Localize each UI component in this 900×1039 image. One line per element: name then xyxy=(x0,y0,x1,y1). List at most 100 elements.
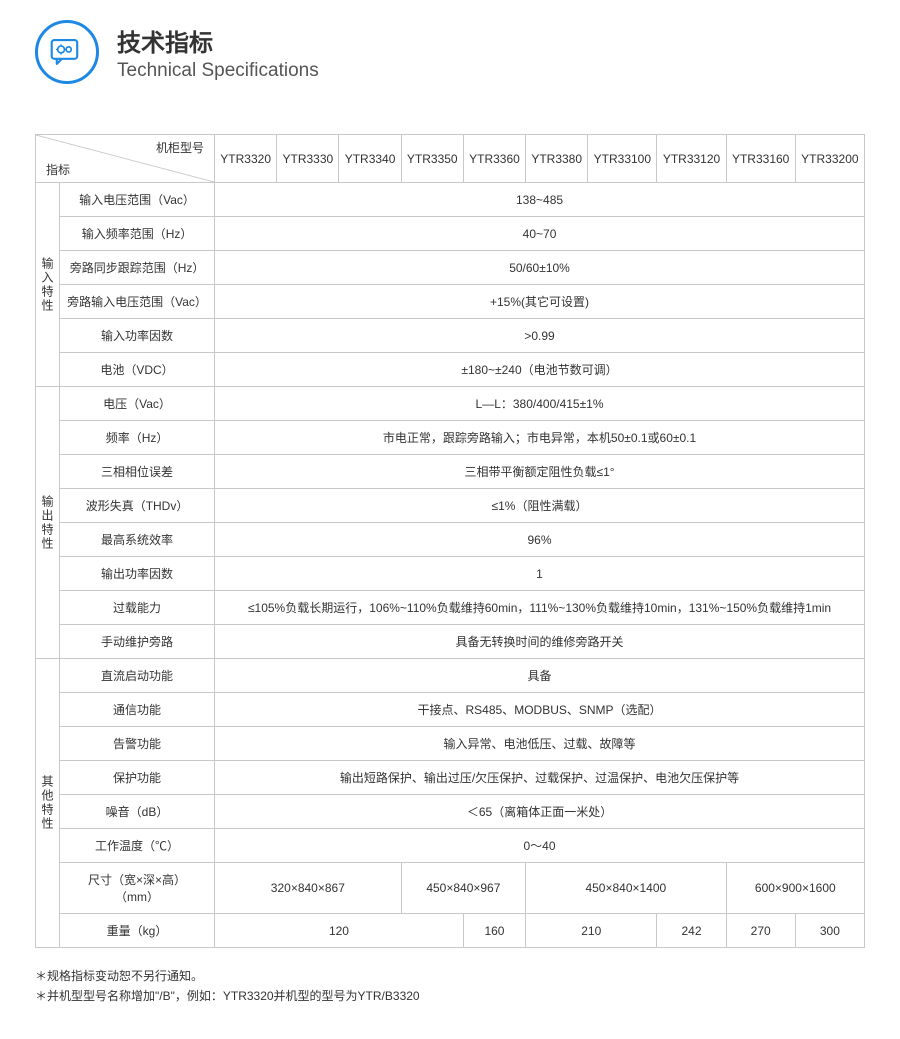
row-label: 告警功能 xyxy=(60,727,215,761)
table-row: 保护功能输出短路保护、输出过压/欠压保护、过载保护、过温保护、电池欠压保护等 xyxy=(36,761,865,795)
footnotes: ＊规格指标变动恕不另行通知。 ＊并机型型号名称增加"/B"，例如：YTR3320… xyxy=(35,966,865,1007)
spec-table: 机柜型号 指标 YTR3320 YTR3330 YTR3340 YTR3350 … xyxy=(35,134,865,948)
model-header: YTR33160 xyxy=(726,135,795,183)
category-other: 其他特性 xyxy=(36,659,60,948)
model-header: YTR3340 xyxy=(339,135,401,183)
row-label: 电压（Vac） xyxy=(60,387,215,421)
table-row: 输入功率因数>0.99 xyxy=(36,319,865,353)
model-header: YTR3330 xyxy=(277,135,339,183)
row-label: 噪音（dB） xyxy=(60,795,215,829)
row-value: 138~485 xyxy=(215,183,865,217)
row-label: 输入电压范围（Vac） xyxy=(60,183,215,217)
header-row: 机柜型号 指标 YTR3320 YTR3330 YTR3340 YTR3350 … xyxy=(36,135,865,183)
row-label: 三相相位误差 xyxy=(60,455,215,489)
row-label: 过载能力 xyxy=(60,591,215,625)
weight-value: 160 xyxy=(463,914,525,948)
row-value: L—L：380/400/415±1% xyxy=(215,387,865,421)
table-row: 输出功率因数1 xyxy=(36,557,865,591)
row-value: 干接点、RS485、MODBUS、SNMP（选配） xyxy=(215,693,865,727)
row-value: >0.99 xyxy=(215,319,865,353)
row-value: 输入异常、电池低压、过载、故障等 xyxy=(215,727,865,761)
table-row: 最高系统效率96% xyxy=(36,523,865,557)
row-value: 具备无转换时间的维修旁路开关 xyxy=(215,625,865,659)
weight-row: 重量（kg） 120 160 210 242 270 300 xyxy=(36,914,865,948)
row-label: 保护功能 xyxy=(60,761,215,795)
table-row: 工作温度（℃）0～40 xyxy=(36,829,865,863)
row-label: 工作温度（℃） xyxy=(60,829,215,863)
size-value: 450×840×967 xyxy=(401,863,525,914)
table-row: 三相相位误差三相带平衡额定阻性负载≤1° xyxy=(36,455,865,489)
row-value: ＜65（离箱体正面一米处） xyxy=(215,795,865,829)
spec-icon xyxy=(35,20,99,84)
row-label: 输入功率因数 xyxy=(60,319,215,353)
table-row: 旁路同步跟踪范围（Hz）50/60±10% xyxy=(36,251,865,285)
row-value: ≤105%负载长期运行，106%~110%负载维持60min，111%~130%… xyxy=(215,591,865,625)
row-label: 旁路输入电压范围（Vac） xyxy=(60,285,215,319)
corner-bottom: 指标 xyxy=(46,161,70,178)
table-row: 输入频率范围（Hz）40~70 xyxy=(36,217,865,251)
model-header: YTR3320 xyxy=(215,135,277,183)
table-row: 电池（VDC）±180~±240（电池节数可调） xyxy=(36,353,865,387)
corner-cell: 机柜型号 指标 xyxy=(36,135,215,183)
title-en: Technical Specifications xyxy=(117,60,319,82)
row-value: 96% xyxy=(215,523,865,557)
header: 技术指标 Technical Specifications xyxy=(35,20,865,84)
footnote: ＊并机型型号名称增加"/B"，例如：YTR3320并机型的型号为YTR/B332… xyxy=(35,986,865,1006)
row-value: ≤1%（阻性满载） xyxy=(215,489,865,523)
weight-value: 210 xyxy=(526,914,657,948)
row-value: 0～40 xyxy=(215,829,865,863)
model-header: YTR33120 xyxy=(657,135,726,183)
row-value: 具备 xyxy=(215,659,865,693)
row-value: 市电正常，跟踪旁路输入；市电异常，本机50±0.1或60±0.1 xyxy=(215,421,865,455)
row-label: 输出功率因数 xyxy=(60,557,215,591)
model-header: YTR33100 xyxy=(588,135,657,183)
table-row: 频率（Hz）市电正常，跟踪旁路输入；市电异常，本机50±0.1或60±0.1 xyxy=(36,421,865,455)
row-value: 输出短路保护、输出过压/欠压保护、过载保护、过温保护、电池欠压保护等 xyxy=(215,761,865,795)
weight-value: 300 xyxy=(795,914,864,948)
weight-value: 120 xyxy=(215,914,464,948)
category-input: 输入特性 xyxy=(36,183,60,387)
category-output: 输出特性 xyxy=(36,387,60,659)
corner-top: 机柜型号 xyxy=(156,139,204,156)
table-row: 输入特性 输入电压范围（Vac） 138~485 xyxy=(36,183,865,217)
table-row: 波形失真（THDv）≤1%（阻性满载） xyxy=(36,489,865,523)
table-row: 手动维护旁路具备无转换时间的维修旁路开关 xyxy=(36,625,865,659)
row-label: 重量（kg） xyxy=(60,914,215,948)
row-value: ±180~±240（电池节数可调） xyxy=(215,353,865,387)
size-value: 600×900×1600 xyxy=(726,863,864,914)
row-value: +15%(其它可设置) xyxy=(215,285,865,319)
row-value: 三相带平衡额定阻性负载≤1° xyxy=(215,455,865,489)
row-label: 输入频率范围（Hz） xyxy=(60,217,215,251)
row-label: 波形失真（THDv） xyxy=(60,489,215,523)
model-header: YTR3360 xyxy=(463,135,525,183)
table-row: 告警功能输入异常、电池低压、过载、故障等 xyxy=(36,727,865,761)
row-label: 最高系统效率 xyxy=(60,523,215,557)
title-cn: 技术指标 xyxy=(117,23,319,58)
table-row: 旁路输入电压范围（Vac）+15%(其它可设置) xyxy=(36,285,865,319)
weight-value: 242 xyxy=(657,914,726,948)
row-value: 1 xyxy=(215,557,865,591)
size-value: 450×840×1400 xyxy=(526,863,727,914)
row-label: 通信功能 xyxy=(60,693,215,727)
table-row: 过载能力≤105%负载长期运行，106%~110%负载维持60min，111%~… xyxy=(36,591,865,625)
weight-value: 270 xyxy=(726,914,795,948)
row-label: 旁路同步跟踪范围（Hz） xyxy=(60,251,215,285)
model-header: YTR3350 xyxy=(401,135,463,183)
model-header: YTR33200 xyxy=(795,135,864,183)
row-label: 手动维护旁路 xyxy=(60,625,215,659)
table-row: 输出特性 电压（Vac） L—L：380/400/415±1% xyxy=(36,387,865,421)
size-value: 320×840×867 xyxy=(215,863,402,914)
row-label: 直流启动功能 xyxy=(60,659,215,693)
size-row: 尺寸（宽×深×高） （mm） 320×840×867 450×840×967 4… xyxy=(36,863,865,914)
row-value: 50/60±10% xyxy=(215,251,865,285)
table-row: 通信功能干接点、RS485、MODBUS、SNMP（选配） xyxy=(36,693,865,727)
title-block: 技术指标 Technical Specifications xyxy=(117,23,319,82)
row-label: 频率（Hz） xyxy=(60,421,215,455)
table-row: 噪音（dB）＜65（离箱体正面一米处） xyxy=(36,795,865,829)
footnote: ＊规格指标变动恕不另行通知。 xyxy=(35,966,865,986)
row-value: 40~70 xyxy=(215,217,865,251)
row-label: 尺寸（宽×深×高） （mm） xyxy=(60,863,215,914)
model-header: YTR3380 xyxy=(526,135,588,183)
table-row: 其他特性 直流启动功能 具备 xyxy=(36,659,865,693)
row-label: 电池（VDC） xyxy=(60,353,215,387)
